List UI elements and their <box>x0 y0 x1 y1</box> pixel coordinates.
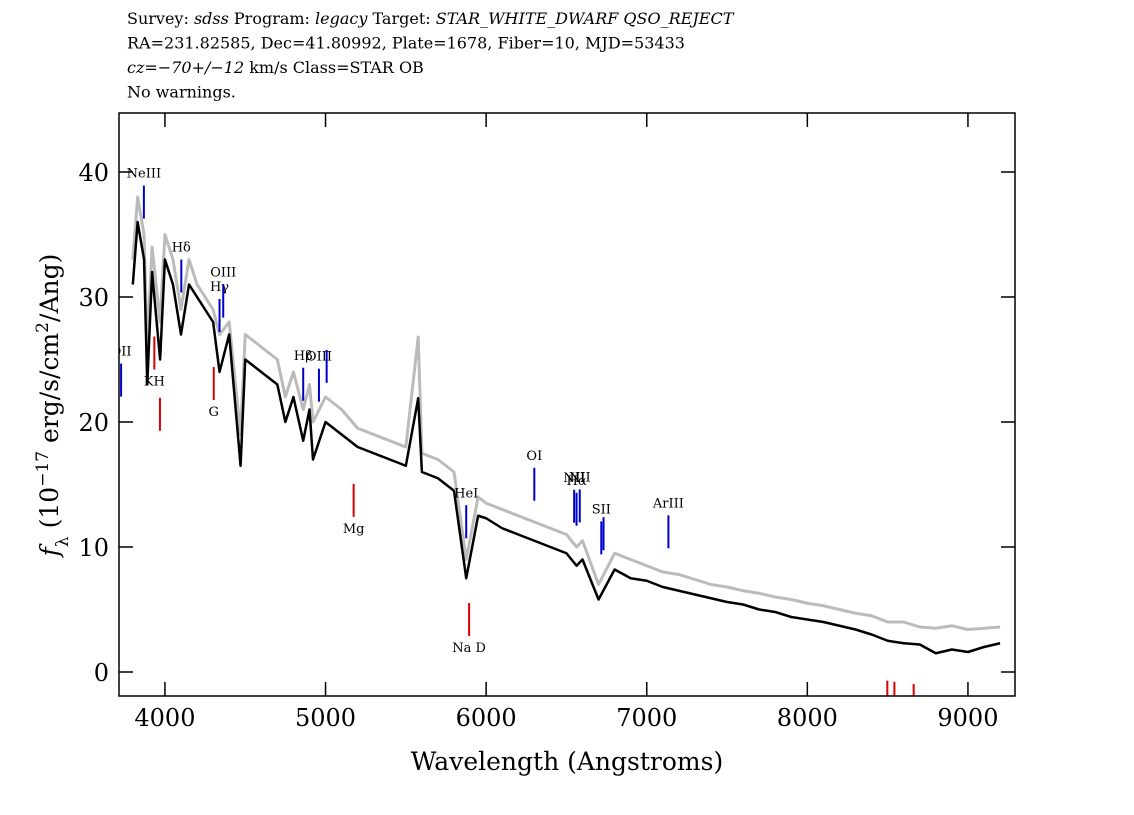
line-label: NII <box>569 470 591 485</box>
line-label: Hβ <box>294 349 313 364</box>
line-label: SII <box>592 502 611 517</box>
line-label: Hα <box>566 474 586 489</box>
title-line: cz=−70+/−12 km/s Class=STAR OB <box>127 58 424 77</box>
line-label: OII <box>111 345 132 360</box>
spectrum-line <box>131 220 1001 655</box>
x-tick-label: 5000 <box>295 704 356 732</box>
line-label: Mg <box>343 522 365 537</box>
x-axis-label: Wavelength (Angstroms) <box>411 747 723 776</box>
y-axis-label: fλ (10−17 erg/s/cm2/Ang) <box>33 254 73 559</box>
line-label: G <box>209 405 219 420</box>
y-label-part: λ <box>53 536 73 547</box>
title-line: RA=231.82585, Dec=41.80992, Plate=1678, … <box>127 34 685 53</box>
line-label: KH <box>144 375 165 390</box>
line-label: HeI <box>454 486 478 501</box>
x-tick-label: 6000 <box>456 704 517 732</box>
x-tick-label: 7000 <box>616 704 677 732</box>
y-label-part: 2 <box>33 322 53 333</box>
title-segment: No warnings. <box>127 83 236 102</box>
title-segment: km/s Class=STAR OB <box>244 58 424 77</box>
title-line: No warnings. <box>127 83 236 102</box>
x-tick-label: 8000 <box>777 704 838 732</box>
line-label: ArIII <box>652 496 684 511</box>
x-tick-label: 9000 <box>937 704 998 732</box>
line-label: NII <box>563 471 585 486</box>
title-segment: RA=231.82585, Dec=41.80992, Plate=1678, … <box>127 34 685 53</box>
title-segment: Target: <box>367 9 435 28</box>
title-segment: STAR_WHITE_DWARF QSO_REJECT <box>436 9 735 28</box>
y-label-part: (10 <box>35 487 64 537</box>
line-label: OIII <box>306 350 332 365</box>
y-tick-label: 0 <box>94 659 109 687</box>
title-segment: cz=−70+/−12 <box>127 58 244 77</box>
plot-frame <box>118 112 1016 697</box>
title-segment: legacy <box>315 9 368 28</box>
line-label: Hδ <box>172 241 191 256</box>
spectrum-line <box>131 195 1001 631</box>
y-tick-label: 40 <box>78 159 109 187</box>
x-tick-label: 4000 <box>134 704 195 732</box>
line-label: NeIII <box>127 167 161 182</box>
line-label: OI <box>526 449 542 464</box>
y-tick-label: 20 <box>78 409 109 437</box>
line-label: Na D <box>452 641 486 656</box>
title-segment: sdss <box>194 9 229 28</box>
y-label-part: /Ang) <box>35 254 64 322</box>
y-label-part: erg/s/cm <box>35 333 64 451</box>
title-segment: Survey: <box>127 9 194 28</box>
y-tick-label: 30 <box>78 284 109 312</box>
line-label: OIII <box>210 266 236 281</box>
y-tick-label: 10 <box>78 534 109 562</box>
title-segment: Program: <box>229 9 315 28</box>
y-label-part: −17 <box>33 451 53 487</box>
title-line: Survey: sdss Program: legacy Target: STA… <box>127 9 735 28</box>
y-label-part: f <box>35 543 64 558</box>
axes: 4000 5000 6000 7000 8000 9000 0 10 20 30 40 <box>78 113 1015 732</box>
title-block: Survey: sdss Program: legacy Target: STA… <box>127 9 735 102</box>
line-label: Hγ <box>210 280 229 295</box>
